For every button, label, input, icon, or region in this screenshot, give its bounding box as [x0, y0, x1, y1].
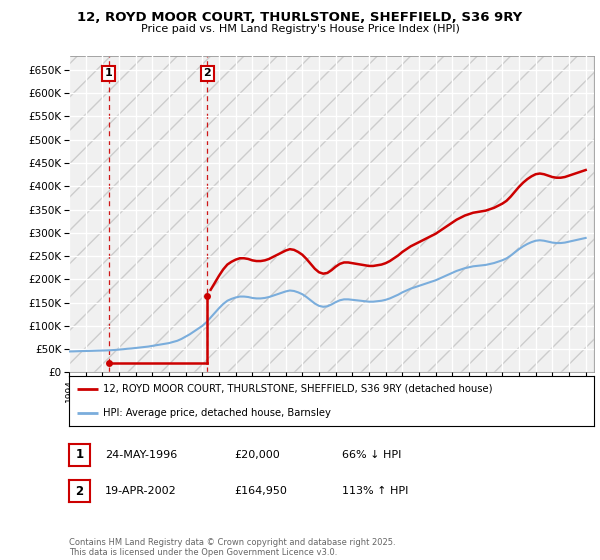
Text: 1: 1: [105, 68, 113, 78]
Text: 19-APR-2002: 19-APR-2002: [105, 486, 177, 496]
Text: HPI: Average price, detached house, Barnsley: HPI: Average price, detached house, Barn…: [103, 408, 331, 418]
Text: £164,950: £164,950: [234, 486, 287, 496]
Text: 2: 2: [203, 68, 211, 78]
Text: Contains HM Land Registry data © Crown copyright and database right 2025.
This d: Contains HM Land Registry data © Crown c…: [69, 538, 395, 557]
Text: 1: 1: [76, 448, 83, 461]
Text: 12, ROYD MOOR COURT, THURLSTONE, SHEFFIELD, S36 9RY (detached house): 12, ROYD MOOR COURT, THURLSTONE, SHEFFIE…: [103, 384, 493, 394]
Text: Price paid vs. HM Land Registry's House Price Index (HPI): Price paid vs. HM Land Registry's House …: [140, 24, 460, 34]
Text: 2: 2: [76, 484, 83, 498]
Text: 66% ↓ HPI: 66% ↓ HPI: [342, 450, 401, 460]
Text: £20,000: £20,000: [234, 450, 280, 460]
Text: 24-MAY-1996: 24-MAY-1996: [105, 450, 177, 460]
Text: 113% ↑ HPI: 113% ↑ HPI: [342, 486, 409, 496]
Text: 12, ROYD MOOR COURT, THURLSTONE, SHEFFIELD, S36 9RY: 12, ROYD MOOR COURT, THURLSTONE, SHEFFIE…: [77, 11, 523, 24]
